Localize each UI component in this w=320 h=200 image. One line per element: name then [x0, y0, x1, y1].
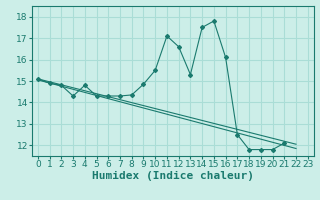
- X-axis label: Humidex (Indice chaleur): Humidex (Indice chaleur): [92, 171, 254, 181]
